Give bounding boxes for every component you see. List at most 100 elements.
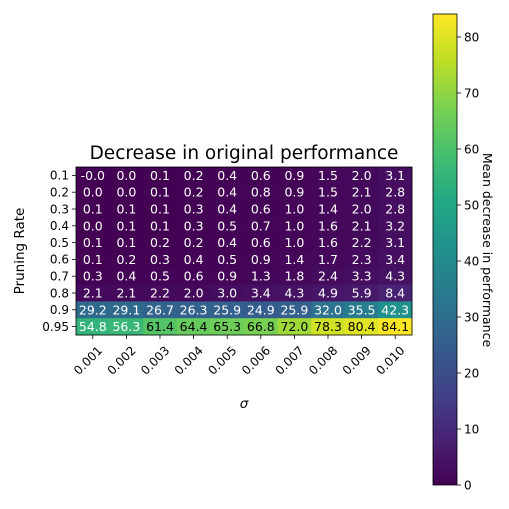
cell-value-label: 1.5 [318,168,338,183]
heatmap-cell [210,234,245,252]
y-tick-label: 0.7 [50,270,69,284]
x-tick-label: 0.002 [105,343,139,377]
heatmap-cell [76,234,110,252]
heatmap-cell [176,267,211,285]
cell-value-label: 3.0 [217,286,237,301]
heatmap-cell [244,183,278,201]
heatmap-cell [311,267,346,285]
cell-value-label: 1.4 [284,252,304,267]
heatmap-cell [143,267,178,285]
cell-value-label: 72.0 [280,319,308,334]
colorbar-tick-label: 80 [464,30,479,44]
heatmap-cell [344,301,379,319]
cell-value-label: 0.0 [83,185,103,200]
heatmap-cell [76,301,110,319]
heatmap-cell [344,200,379,218]
heatmap-cell [344,217,379,235]
heatmap-cell [378,267,413,285]
heatmap-cell [76,251,110,269]
colorbar-tick-label: 50 [464,198,479,212]
heatmap-cell [244,200,278,218]
heatmap-cell [176,217,211,235]
y-tick-label: 0.5 [50,236,69,250]
colorbar-tick-label: 20 [464,366,479,380]
cell-value-label: 0.0 [116,185,136,200]
cell-value-label: 64.4 [180,319,208,334]
heatmap-cell [311,200,346,218]
cell-value-label: 2.0 [352,168,372,183]
cell-value-label: 0.2 [184,235,204,250]
heatmap-cell [109,217,144,235]
heatmap-cell [277,217,312,235]
cell-value-label: 0.3 [184,218,204,233]
colorbar-tick-label: 40 [464,254,479,268]
heatmap-cell [378,200,413,218]
cell-value-label: 0.1 [83,252,103,267]
cell-value-label: 32.0 [314,302,342,317]
cell-value-label: 5.9 [352,286,372,301]
heatmap-cell [378,284,413,302]
x-tick-label: 0.010 [373,343,407,377]
cell-value-label: 1.8 [284,269,304,284]
cell-value-label: 25.9 [280,302,308,317]
x-tick-label: 0.006 [239,343,273,377]
cell-value-label: 4.9 [318,286,338,301]
cell-value-label: 2.1 [83,286,103,301]
heatmap-cell [76,217,110,235]
cell-value-label: 2.8 [385,202,405,217]
cell-value-label: 1.0 [284,235,304,250]
cell-value-label: 0.4 [217,185,237,200]
cell-value-label: 0.0 [116,168,136,183]
heatmap-cell [109,200,144,218]
heatmap-cell [109,234,144,252]
heatmap-cell [143,234,178,252]
heatmap-cell [210,217,245,235]
cell-value-label: 61.4 [146,319,174,334]
x-tick-label: 0.001 [71,343,105,377]
heatmap-cell [277,251,312,269]
x-tick-label: 0.004 [172,343,206,377]
heatmap-cell [176,251,211,269]
heatmap-cell [143,167,178,185]
cell-value-label: 0.3 [83,269,103,284]
cell-value-label: 0.6 [251,202,271,217]
cell-value-label: 26.7 [146,302,174,317]
heatmap-cell [244,267,278,285]
cell-value-label: 0.8 [251,185,271,200]
heatmap-cell [244,284,278,302]
heatmap-cell [210,167,245,185]
cell-value-label: 1.7 [318,252,338,267]
heatmap-cell [76,200,110,218]
heatmap-cell [277,234,312,252]
heatmap-cell [109,251,144,269]
heatmap-cell [244,251,278,269]
heatmap-cell [344,318,379,336]
cell-value-label: 66.8 [247,319,275,334]
cell-value-label: 1.0 [284,218,304,233]
cell-value-label: 80.4 [348,319,376,334]
cell-value-label: 0.5 [217,218,237,233]
cell-value-label: 3.4 [251,286,271,301]
heatmap-cell [311,217,346,235]
heatmap-cell [378,251,413,269]
cell-value-label: 2.1 [116,286,136,301]
cell-value-label: 0.3 [184,202,204,217]
colorbar: 0 10 20 30 40 50 60 70 80 Mean decrease in perfo… [432,13,495,492]
x-tick-label: 0.007 [273,343,307,377]
cell-value-label: 0.1 [116,202,136,217]
cell-value-label: 1.6 [318,218,338,233]
heatmap-cell [176,183,211,201]
cell-value-label: 0.7 [251,218,271,233]
cell-value-label: 0.4 [217,235,237,250]
cell-value-label: 0.2 [184,168,204,183]
heatmap-cell [277,284,312,302]
heatmap-cell [176,234,211,252]
cell-value-label: 1.3 [251,269,271,284]
heatmap-cell [344,284,379,302]
heatmap-cell [277,183,312,201]
cell-value-label: 2.1 [352,218,372,233]
cell-value-label: 8.4 [385,286,405,301]
cell-value-label: 2.0 [352,202,372,217]
cell-value-label: 0.1 [83,202,103,217]
cell-value-label: 0.4 [217,202,237,217]
